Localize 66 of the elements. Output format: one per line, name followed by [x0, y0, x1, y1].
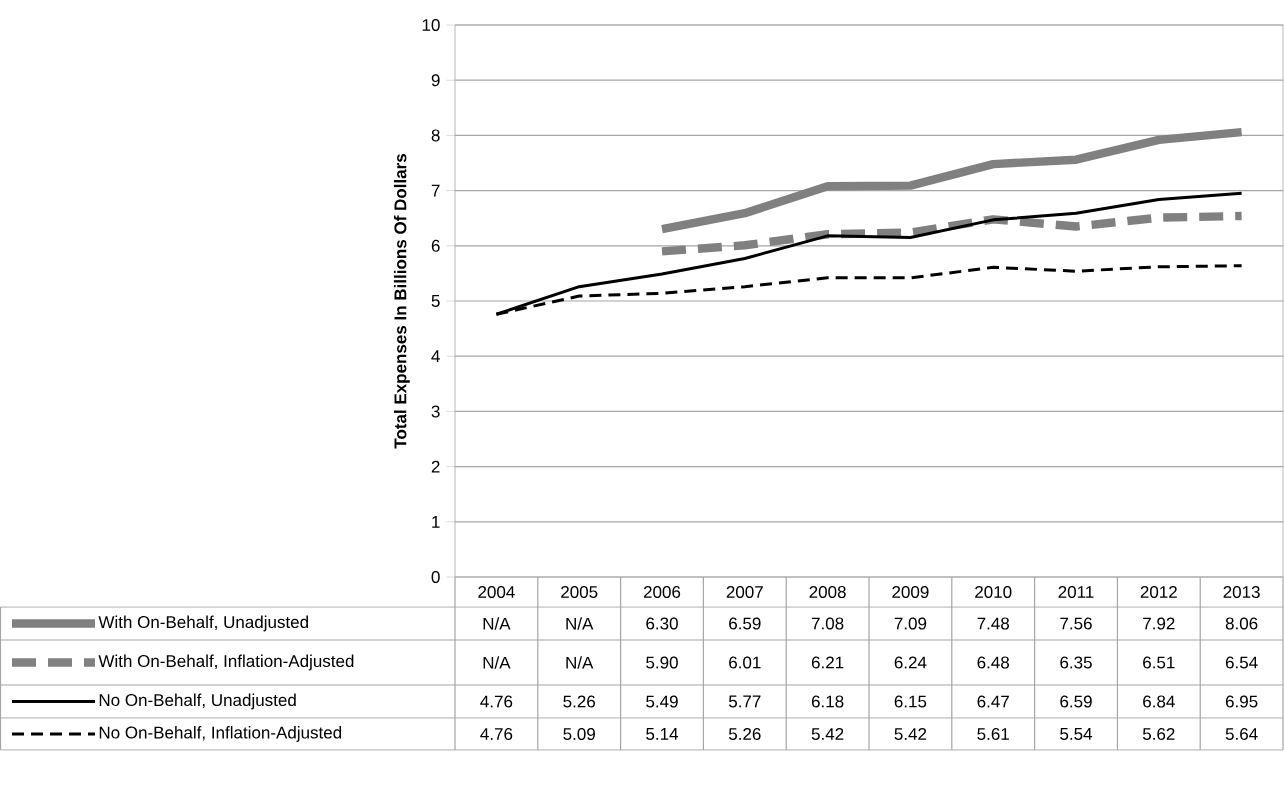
y-tick-label: 9	[431, 74, 440, 87]
data-label: 6.51	[1143, 656, 1175, 669]
data-label: 6.01	[729, 656, 761, 669]
y-tick-label: 2	[431, 460, 440, 473]
legend-label: With On-Behalf, Unadjusted	[98, 615, 309, 632]
data-label: 5.26	[728, 728, 761, 741]
y-tick-label: 3	[431, 405, 440, 418]
x-tick-label: 2012	[1140, 586, 1177, 599]
data-label: 6.84	[1143, 695, 1175, 708]
y-tick-label: 0	[431, 571, 440, 584]
x-tick-label: 2009	[892, 586, 929, 599]
data-label: 5.54	[1060, 728, 1093, 740]
data-label: 6.15	[894, 695, 927, 708]
data-label: 7.09	[894, 617, 927, 630]
x-tick-label: 2005	[561, 586, 598, 599]
data-label: 5.09	[563, 728, 595, 741]
data-label: 5.42	[811, 728, 844, 741]
x-tick-label: 2008	[809, 586, 846, 599]
data-label: 6.48	[977, 656, 1010, 669]
x-tick-label: 2006	[643, 586, 681, 599]
data-label: 6.47	[977, 695, 1009, 708]
y-tick-label: 4	[431, 350, 440, 363]
data-label: 5.61	[977, 728, 1009, 741]
y-tick-label: 8	[431, 129, 440, 142]
legend-label: With On-Behalf, Inflation-Adjusted	[98, 654, 354, 671]
data-label: 5.26	[563, 695, 596, 708]
x-tick-label: 2007	[726, 586, 763, 599]
data-label: 6.54	[1225, 656, 1258, 669]
y-tick-label: 6	[431, 239, 440, 252]
data-label: 7.48	[977, 617, 1010, 630]
data-label: 6.95	[1225, 695, 1258, 708]
data-label: 6.18	[811, 695, 844, 708]
data-label: 4.76	[480, 695, 513, 708]
legend-label: No On-Behalf, Inflation-Adjusted	[99, 726, 342, 742]
data-label: 6.35	[1060, 656, 1092, 669]
legend-label: No On-Behalf, Unadjusted	[99, 693, 296, 710]
text: N/A	[566, 617, 594, 630]
y-axis-title: Total Expenses In Billions Of Dollars	[393, 154, 410, 449]
y-tick-label: 7	[431, 184, 440, 197]
y-tick-label: 10	[422, 19, 440, 32]
data-label: 6.30	[646, 617, 678, 630]
data-label: 8.06	[1225, 617, 1258, 630]
data-label: 5.64	[1225, 728, 1258, 741]
y-tick-label: 5	[431, 295, 440, 307]
data-label: 6.59	[1060, 695, 1092, 708]
data-label: 7.92	[1143, 617, 1175, 630]
data-label: 5.90	[646, 656, 678, 669]
data-label: 7.56	[1060, 617, 1092, 630]
text: N/A	[566, 656, 594, 669]
data-label: 5.77	[728, 695, 761, 708]
data-label: 6.21	[811, 656, 844, 669]
data-label: 5.14	[646, 728, 679, 740]
text: N/A	[483, 656, 511, 669]
text: N/A	[483, 617, 511, 630]
y-tick-label: 1	[432, 515, 440, 528]
data-label: 6.59	[729, 617, 761, 630]
x-tick-label: 2004	[478, 586, 515, 599]
data-label: 7.08	[811, 617, 844, 630]
data-label: 5.49	[646, 695, 678, 708]
data-label: 5.62	[1142, 728, 1175, 741]
x-tick-label: 2011	[1058, 586, 1094, 599]
data-label: 6.24	[894, 656, 927, 669]
data-label: 4.76	[480, 728, 513, 741]
x-tick-label: 2013	[1223, 586, 1260, 599]
data-label: 5.42	[894, 728, 927, 741]
x-tick-label: 2010	[975, 586, 1012, 599]
